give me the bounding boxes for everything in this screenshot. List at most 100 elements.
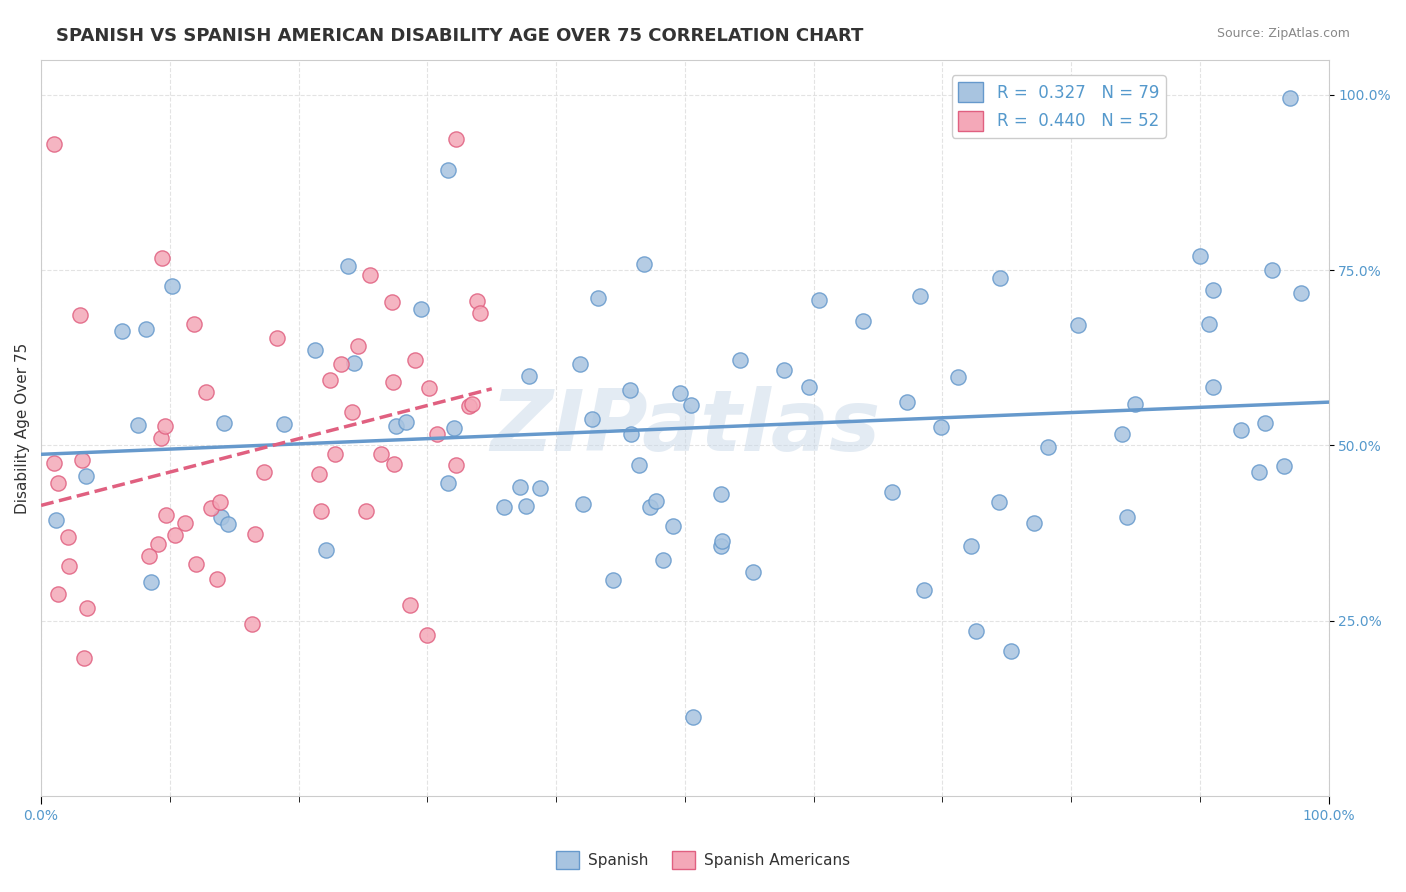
Point: [385, 419, 408, 434]
Point: [411, 301, 433, 316]
Point: [76, 601, 98, 615]
Point: [572, 497, 595, 511]
Point: [1188, 249, 1211, 263]
Point: [619, 383, 641, 397]
Point: [569, 357, 592, 371]
Point: [217, 517, 239, 532]
Point: [681, 398, 703, 412]
Point: [160, 278, 183, 293]
Point: [633, 257, 655, 271]
Point: [111, 325, 134, 339]
Point: [209, 495, 232, 509]
Point: [1202, 284, 1225, 298]
Point: [1254, 416, 1277, 430]
Point: [742, 565, 765, 579]
Point: [908, 289, 931, 303]
Point: [896, 394, 918, 409]
Point: [1000, 644, 1022, 658]
Point: [370, 447, 392, 461]
Point: [443, 421, 465, 435]
Point: [586, 291, 609, 305]
Point: [266, 331, 288, 345]
Point: [195, 384, 218, 399]
Point: [212, 416, 235, 430]
Point: [711, 534, 734, 549]
Point: [46, 475, 69, 490]
Point: [347, 339, 370, 353]
Point: [799, 380, 821, 394]
Point: [465, 293, 488, 308]
Point: [150, 431, 173, 445]
Point: [425, 427, 447, 442]
Point: [509, 480, 531, 494]
Point: [914, 582, 936, 597]
Point: [56, 530, 79, 544]
Text: SPANISH VS SPANISH AMERICAN DISABILITY AGE OVER 75 CORRELATION CHART: SPANISH VS SPANISH AMERICAN DISABILITY A…: [56, 27, 863, 45]
Point: [127, 418, 149, 433]
Point: [988, 270, 1011, 285]
Point: [354, 504, 377, 518]
Point: [183, 318, 205, 332]
Point: [200, 501, 222, 516]
Point: [444, 458, 467, 472]
Point: [141, 574, 163, 589]
Point: [773, 363, 796, 377]
Point: [359, 268, 381, 282]
Point: [138, 549, 160, 564]
Point: [965, 624, 987, 638]
Point: [184, 558, 207, 572]
Point: [880, 485, 903, 500]
Point: [253, 465, 276, 479]
Point: [931, 420, 953, 434]
Text: ZIPatlas: ZIPatlas: [489, 386, 880, 469]
Point: [336, 259, 359, 273]
Point: [340, 405, 363, 419]
Point: [416, 628, 439, 642]
Point: [960, 539, 983, 553]
Point: [155, 508, 177, 523]
Point: [461, 396, 484, 410]
Point: [315, 542, 337, 557]
Point: [710, 539, 733, 553]
Point: [730, 352, 752, 367]
Point: [852, 314, 875, 328]
Point: [1022, 516, 1045, 531]
Point: [458, 399, 481, 413]
Point: [628, 458, 651, 473]
Point: [948, 370, 970, 384]
Point: [1279, 91, 1302, 105]
Point: [1067, 318, 1090, 332]
Point: [382, 376, 405, 390]
Point: [444, 132, 467, 146]
Point: [72, 453, 94, 467]
Point: [173, 516, 195, 531]
Point: [602, 574, 624, 588]
Point: [304, 343, 326, 358]
Point: [273, 417, 295, 432]
Point: [75, 469, 97, 483]
Point: [1272, 459, 1295, 474]
Point: [436, 475, 458, 490]
Point: [1289, 286, 1312, 301]
Point: [146, 537, 169, 551]
Point: [581, 412, 603, 426]
Point: [318, 373, 340, 387]
Point: [651, 553, 673, 567]
Point: [515, 499, 537, 513]
Point: [436, 163, 458, 178]
Point: [323, 447, 346, 461]
Point: [165, 528, 187, 542]
Text: Source: ZipAtlas.com: Source: ZipAtlas.com: [1216, 27, 1350, 40]
Point: [243, 526, 266, 541]
Point: [987, 495, 1010, 509]
Point: [205, 572, 228, 586]
Point: [42, 136, 65, 151]
Point: [808, 293, 831, 307]
Point: [468, 306, 491, 320]
Point: [242, 617, 264, 632]
Point: [517, 368, 540, 383]
Point: [1111, 426, 1133, 441]
Point: [398, 599, 420, 613]
Point: [46, 587, 69, 601]
Point: [1036, 440, 1059, 454]
